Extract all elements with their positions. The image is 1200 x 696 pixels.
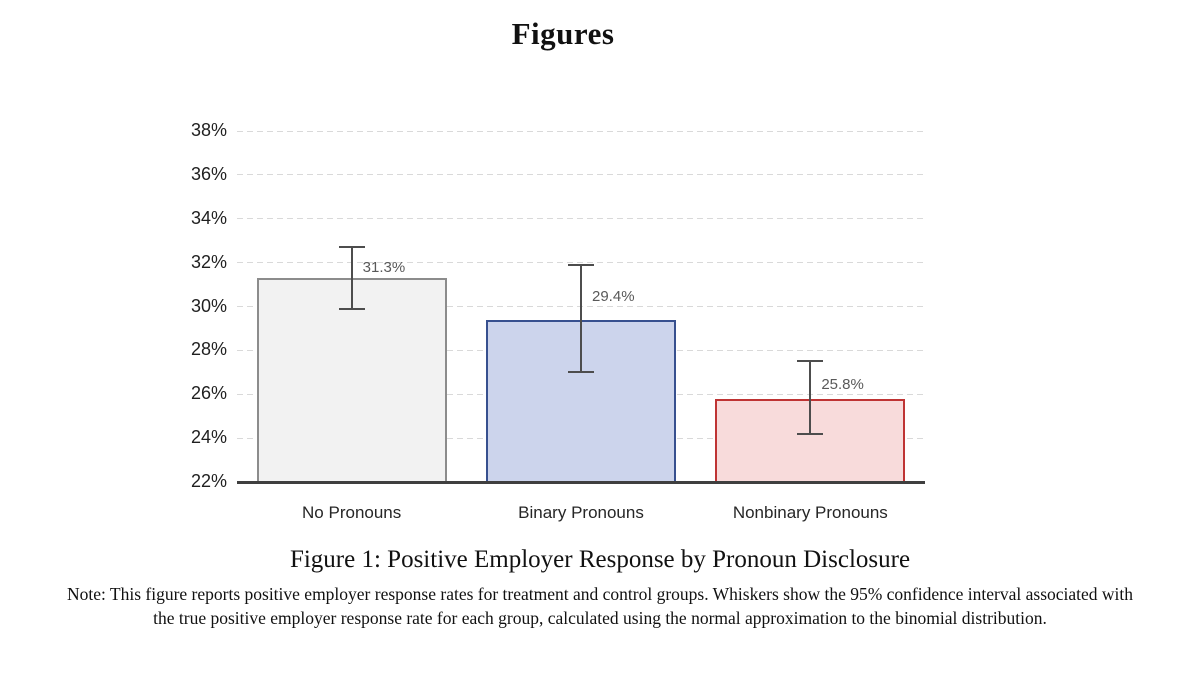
- x-axis-line: [237, 481, 925, 484]
- y-axis-tick-24: 24%: [190, 427, 227, 448]
- error-bar-binary-pronouns: [580, 264, 582, 373]
- error-bar-nonbinary-pronouns: [809, 361, 812, 434]
- error-bar-cap-high-no-pronouns: [338, 246, 365, 249]
- y-axis-tick-22: 22%: [190, 471, 227, 491]
- gridline-36: [237, 174, 925, 176]
- y-axis-tick-30: 30%: [190, 295, 227, 316]
- gridline-38: [237, 130, 925, 132]
- figure-note: Note: This figure reports positive emplo…: [66, 584, 1134, 628]
- x-axis-label-binary-pronouns: Binary Pronouns: [518, 503, 644, 522]
- error-bar-cap-high-binary-pronouns: [568, 263, 594, 266]
- y-axis-tick-32: 32%: [190, 251, 227, 272]
- data-label-no-pronouns: 31.3%: [362, 258, 406, 276]
- x-axis-label-nonbinary-pronouns: Nonbinary Pronouns: [732, 503, 888, 522]
- data-label-binary-pronouns: 29.4%: [592, 288, 635, 306]
- page-title: Figures: [511, 16, 615, 51]
- gridline-32: [237, 262, 925, 264]
- error-bar-cap-high-nonbinary-pronouns: [797, 360, 824, 363]
- error-bar-cap-low-nonbinary-pronouns: [797, 432, 824, 435]
- figure-caption: Figure 1: Positive Employer Response by …: [289, 546, 911, 573]
- bar-nonbinary-pronouns: [715, 398, 906, 482]
- y-axis-tick-26: 26%: [190, 383, 227, 404]
- gridline-34: [237, 218, 925, 220]
- error-bar-cap-low-no-pronouns: [338, 307, 365, 310]
- y-axis-tick-36: 36%: [190, 163, 227, 184]
- x-axis-label-no-pronouns: No Pronouns: [302, 503, 402, 522]
- error-bar-cap-low-binary-pronouns: [568, 371, 594, 374]
- data-label-nonbinary-pronouns: 25.8%: [821, 375, 864, 393]
- y-axis-tick-34: 34%: [190, 207, 227, 228]
- y-axis-tick-38: 38%: [190, 120, 227, 140]
- bar-no-pronouns: [256, 277, 447, 482]
- y-axis-tick-28: 28%: [190, 339, 227, 360]
- error-bar-no-pronouns: [350, 247, 353, 309]
